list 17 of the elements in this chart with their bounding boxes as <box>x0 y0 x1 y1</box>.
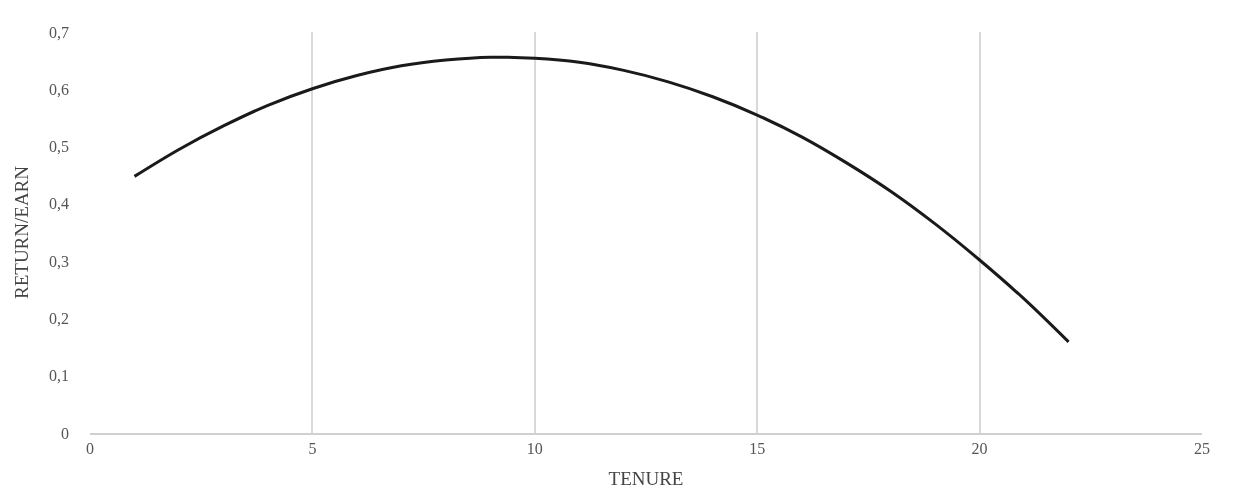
y-tick-label: 0,2 <box>49 310 69 328</box>
y-tick-label: 0,4 <box>49 195 69 213</box>
y-tick-label: 0,1 <box>49 367 69 385</box>
y-tick-label: 0,6 <box>49 80 69 98</box>
x-axis-title: TENURE <box>608 467 684 489</box>
x-tick-label: 20 <box>971 440 988 458</box>
x-tick-label: 5 <box>308 440 317 458</box>
x-tick-label: 15 <box>749 440 766 458</box>
y-axis-title: RETURN/EARN <box>10 165 32 299</box>
x-tick-label: 0 <box>86 440 94 458</box>
x-tick-label: 10 <box>526 440 543 458</box>
y-tick-label: 0,3 <box>49 252 69 270</box>
x-tick-label: 25 <box>1194 440 1210 458</box>
y-tick-label: 0 <box>61 424 69 442</box>
y-tick-label: 0,5 <box>49 138 69 156</box>
y-tick-label: 0,7 <box>49 23 69 41</box>
line-series <box>132 55 1071 344</box>
